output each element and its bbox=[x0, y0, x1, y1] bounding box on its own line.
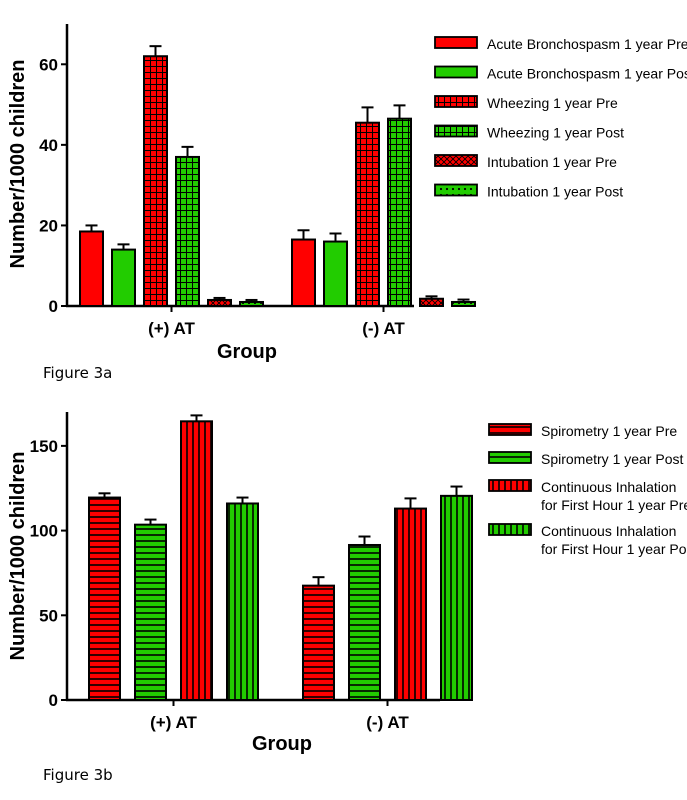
legend-label-5: Intubation 1 year Pre bbox=[487, 154, 617, 170]
legend-label-3: for First Hour 1 year Pre bbox=[541, 497, 687, 513]
legend-swatch-3 bbox=[488, 479, 532, 492]
y-axis-title: Number/1000 children bbox=[7, 452, 29, 661]
chart-3a: 0 20 40 60 (+) AT (-) AT Group Number/1000 chil… bbox=[7, 24, 687, 382]
legend-swatch-6 bbox=[434, 183, 478, 197]
legend-label-3: Continuous Inhalation bbox=[541, 479, 676, 495]
y-tick-label: 20 bbox=[39, 216, 58, 235]
chart-3b: 0 50 100 150 (+) AT (-) AT Group Number/1000 ch… bbox=[7, 412, 687, 784]
y-tick-label: 150 bbox=[30, 437, 58, 456]
bar-2-1 bbox=[134, 523, 167, 701]
bar-4-1 bbox=[175, 155, 200, 307]
y-tick-label: 100 bbox=[30, 522, 58, 541]
bar-5-1 bbox=[207, 298, 232, 308]
bar-1-1 bbox=[88, 496, 121, 701]
legend-label-3: Wheezing 1 year Pre bbox=[487, 95, 618, 111]
bar-2-2 bbox=[323, 240, 348, 308]
bar-1-2 bbox=[291, 238, 316, 307]
bar-3-2 bbox=[394, 507, 427, 701]
figure-caption: Figure 3a bbox=[43, 364, 112, 382]
bar-4-1 bbox=[226, 502, 259, 702]
x-tick-label: (-) AT bbox=[362, 319, 405, 338]
bar-3-1 bbox=[180, 420, 213, 701]
legend-label-4: for First Hour 1 year Post bbox=[541, 541, 687, 557]
y-tick-label: 60 bbox=[39, 55, 58, 74]
bar-6-1 bbox=[239, 300, 264, 308]
bar-3-2 bbox=[355, 121, 380, 307]
bar-2-1 bbox=[111, 248, 136, 308]
bar-2-2 bbox=[348, 543, 381, 701]
legend-label-1: Spirometry 1 year Pre bbox=[541, 423, 677, 439]
legend-label-4: Continuous Inhalation bbox=[541, 523, 676, 539]
bar-1-1 bbox=[79, 230, 104, 308]
bar-4-2 bbox=[440, 494, 473, 701]
legend-swatch-4 bbox=[488, 523, 532, 536]
bar-3-1 bbox=[143, 55, 168, 307]
bar-6-2 bbox=[451, 300, 476, 308]
bar-1-2 bbox=[302, 584, 335, 701]
legend-label-2: Spirometry 1 year Post bbox=[541, 451, 683, 467]
x-tick-label: (+) AT bbox=[150, 713, 197, 732]
x-axis-title: Group bbox=[252, 733, 312, 755]
y-tick-label: 0 bbox=[49, 691, 58, 710]
legend-swatch-2 bbox=[434, 65, 478, 79]
legend-swatch-3 bbox=[434, 95, 478, 108]
x-tick-label: (+) AT bbox=[148, 319, 195, 338]
legend-swatch-5 bbox=[434, 154, 478, 167]
y-tick-label: 0 bbox=[49, 297, 58, 316]
legend-swatch-1 bbox=[488, 423, 532, 436]
legend-label-1: Acute Bronchospasm 1 year Pre bbox=[487, 36, 687, 52]
bar-5-2 bbox=[419, 297, 444, 307]
legend-label-2: Acute Bronchospasm 1 year Post bbox=[487, 66, 687, 82]
x-axis-title: Group bbox=[217, 341, 277, 363]
legend-swatch-4 bbox=[434, 124, 478, 138]
legend-swatch-1 bbox=[434, 36, 478, 49]
y-axis-title: Number/1000 children bbox=[7, 60, 29, 269]
y-tick-label: 40 bbox=[39, 136, 58, 155]
legend-swatch-2 bbox=[488, 451, 532, 464]
legend-label-4: Wheezing 1 year Post bbox=[487, 125, 624, 141]
legend-label-6: Intubation 1 year Post bbox=[487, 184, 623, 200]
x-tick-label: (-) AT bbox=[366, 713, 409, 732]
figure-caption: Figure 3b bbox=[43, 766, 113, 784]
y-tick-label: 50 bbox=[39, 606, 58, 625]
bar-4-2 bbox=[387, 117, 412, 307]
